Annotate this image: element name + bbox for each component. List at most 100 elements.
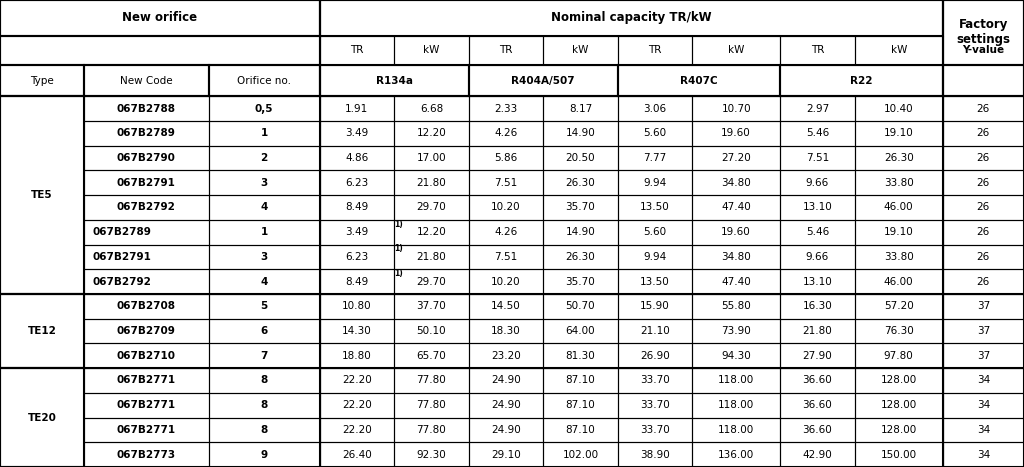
Text: 77.80: 77.80 (417, 400, 446, 410)
Text: 10.20: 10.20 (492, 202, 521, 212)
Bar (780, 417, 855, 442)
Text: 5.46: 5.46 (806, 128, 829, 138)
Bar (469, 220, 543, 245)
Text: 94.30: 94.30 (721, 351, 751, 361)
Bar (84, 343, 209, 368)
Bar (692, 368, 780, 393)
Text: Nominal capacity TR/kW: Nominal capacity TR/kW (551, 12, 712, 24)
Text: 19.10: 19.10 (884, 227, 913, 237)
Text: 102.00: 102.00 (562, 450, 598, 460)
Text: 87.10: 87.10 (565, 400, 595, 410)
Text: TR: TR (500, 45, 513, 56)
Bar (319, 0, 943, 36)
Bar (469, 417, 543, 442)
Bar (543, 220, 617, 245)
Text: 77.80: 77.80 (417, 425, 446, 435)
Text: 38.90: 38.90 (640, 450, 670, 460)
Bar (780, 294, 855, 318)
Text: 8.49: 8.49 (345, 276, 369, 287)
Text: 1): 1) (394, 269, 402, 278)
Text: 8.17: 8.17 (568, 104, 592, 113)
Text: 26.30: 26.30 (565, 178, 595, 188)
Text: 50.70: 50.70 (565, 301, 595, 311)
Text: 21.10: 21.10 (640, 326, 670, 336)
Bar (617, 220, 692, 245)
Bar (543, 269, 617, 294)
Bar (943, 294, 1024, 318)
Text: 1.91: 1.91 (345, 104, 369, 113)
Text: 19.60: 19.60 (721, 227, 751, 237)
Bar (543, 343, 617, 368)
Text: 067B2791: 067B2791 (117, 178, 176, 188)
Bar (943, 245, 1024, 269)
Bar (394, 269, 469, 294)
Bar (692, 146, 780, 170)
Bar (617, 294, 692, 318)
Bar (394, 343, 469, 368)
Text: 10.70: 10.70 (721, 104, 751, 113)
Bar (617, 36, 692, 65)
Bar (943, 65, 1024, 96)
Bar (855, 121, 943, 146)
Bar (543, 36, 617, 65)
Bar (469, 343, 543, 368)
Bar (84, 65, 209, 96)
Bar (692, 294, 780, 318)
Text: 067B2771: 067B2771 (117, 400, 176, 410)
Bar (780, 65, 943, 96)
Text: 97.80: 97.80 (884, 351, 913, 361)
Bar (319, 393, 394, 417)
Text: 34: 34 (977, 425, 990, 435)
Text: 26: 26 (977, 104, 990, 113)
Bar (319, 368, 394, 393)
Text: 7.77: 7.77 (643, 153, 667, 163)
Bar (617, 417, 692, 442)
Text: 37: 37 (977, 351, 990, 361)
Text: 26: 26 (977, 202, 990, 212)
Text: 4.26: 4.26 (495, 128, 517, 138)
Text: kW: kW (891, 45, 907, 56)
Text: 136.00: 136.00 (718, 450, 755, 460)
Bar (780, 343, 855, 368)
Text: 067B2790: 067B2790 (117, 153, 176, 163)
Text: R134a: R134a (376, 76, 413, 85)
Bar (780, 393, 855, 417)
Text: 22.20: 22.20 (342, 375, 372, 385)
Bar (319, 294, 394, 318)
Text: 18.80: 18.80 (342, 351, 372, 361)
Bar (543, 294, 617, 318)
Bar (855, 368, 943, 393)
Bar (84, 220, 209, 245)
Text: 19.60: 19.60 (721, 128, 751, 138)
Text: 16.30: 16.30 (803, 301, 833, 311)
Text: 12.20: 12.20 (417, 227, 446, 237)
Bar (84, 121, 209, 146)
Bar (394, 318, 469, 343)
Bar (394, 36, 469, 65)
Bar (319, 343, 394, 368)
Text: 87.10: 87.10 (565, 425, 595, 435)
Bar (543, 146, 617, 170)
Bar (209, 343, 319, 368)
Text: 5.46: 5.46 (806, 227, 829, 237)
Bar (469, 442, 543, 467)
Text: 29.70: 29.70 (417, 276, 446, 287)
Bar (394, 220, 469, 245)
Text: 26.30: 26.30 (884, 153, 913, 163)
Bar (855, 245, 943, 269)
Bar (469, 318, 543, 343)
Bar (469, 269, 543, 294)
Text: 7.51: 7.51 (806, 153, 829, 163)
Text: 6.23: 6.23 (345, 178, 369, 188)
Text: 26.30: 26.30 (565, 252, 595, 262)
Text: 29.70: 29.70 (417, 202, 446, 212)
Bar (855, 36, 943, 65)
Bar (855, 343, 943, 368)
Text: 37.70: 37.70 (417, 301, 446, 311)
Text: 9.66: 9.66 (806, 178, 829, 188)
Text: 1): 1) (394, 244, 402, 254)
Bar (84, 146, 209, 170)
Text: 37: 37 (977, 326, 990, 336)
Text: 7: 7 (260, 351, 268, 361)
Text: 1: 1 (260, 128, 267, 138)
